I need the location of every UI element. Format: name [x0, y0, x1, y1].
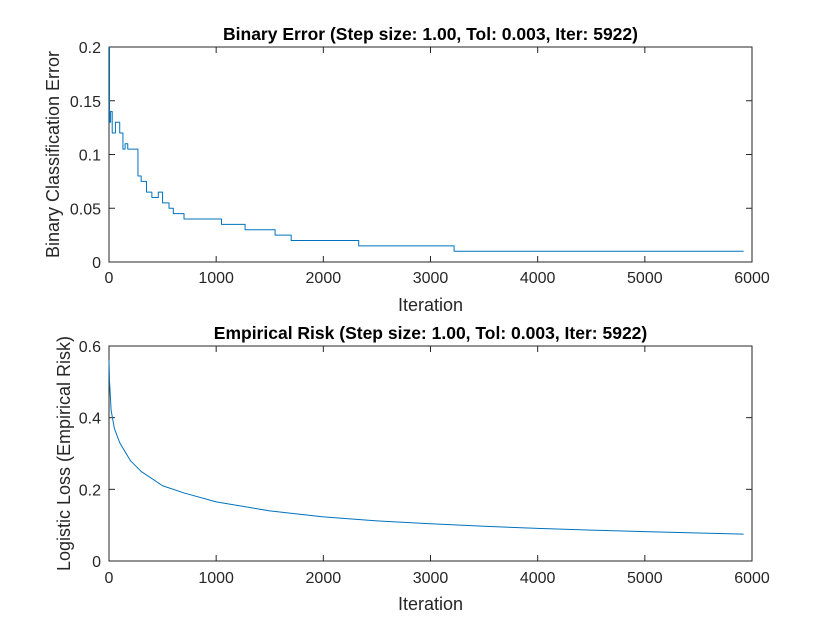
empirical-risk-ytick-label: 0.4 [79, 411, 101, 428]
empirical-risk-xtick-label: 5000 [627, 570, 663, 587]
empirical-risk-ytick-label: 0.2 [79, 482, 101, 499]
binary-error-xtick-label: 0 [105, 270, 114, 287]
empirical-risk-xtick-label: 0 [105, 570, 114, 587]
empirical-risk-xlabel: Iteration [398, 594, 463, 614]
binary-error-ytick-label: 0.15 [70, 94, 101, 111]
binary-error-ylabel: Binary Classification Error [43, 51, 63, 258]
binary-error-ytick-label: 0.1 [79, 148, 101, 165]
empirical-risk-ytick-label: 0 [92, 554, 101, 571]
binary-error-xtick-label: 6000 [734, 270, 770, 287]
binary-error-axes-box [108, 46, 753, 263]
binary-error-xtick-label: 1000 [198, 270, 234, 287]
empirical-risk-series-line [108, 360, 744, 535]
binary-error-series-line [109, 46, 744, 252]
binary-error-ytick-label: 0 [92, 255, 101, 272]
binary-error-xtick-label: 3000 [413, 270, 449, 287]
binary-error-xtick-label: 5000 [627, 270, 663, 287]
empirical-risk-xtick-label: 3000 [413, 570, 449, 587]
binary-error-xtick-label: 4000 [520, 270, 556, 287]
empirical-risk-title: Empirical Risk (Step size: 1.00, Tol: 0.… [214, 323, 647, 343]
empirical-risk-ytick-label: 0.6 [79, 339, 101, 356]
empirical-risk-axes-box [108, 345, 753, 562]
empirical-risk-xtick-label: 2000 [306, 570, 342, 587]
binary-error-xlabel: Iteration [398, 295, 463, 315]
binary-error-ytick-label: 0.2 [79, 40, 101, 57]
empirical-risk-xtick-label: 1000 [198, 570, 234, 587]
binary-error-ytick-label: 0.05 [70, 201, 101, 218]
empirical-risk-xtick-label: 4000 [520, 570, 556, 587]
binary-error-title: Binary Error (Step size: 1.00, Tol: 0.00… [223, 24, 638, 44]
empirical-risk-ylabel: Logistic Loss (Empirical Risk) [54, 336, 74, 571]
empirical-risk-xtick-label: 6000 [734, 570, 770, 587]
binary-error-xtick-label: 2000 [306, 270, 342, 287]
